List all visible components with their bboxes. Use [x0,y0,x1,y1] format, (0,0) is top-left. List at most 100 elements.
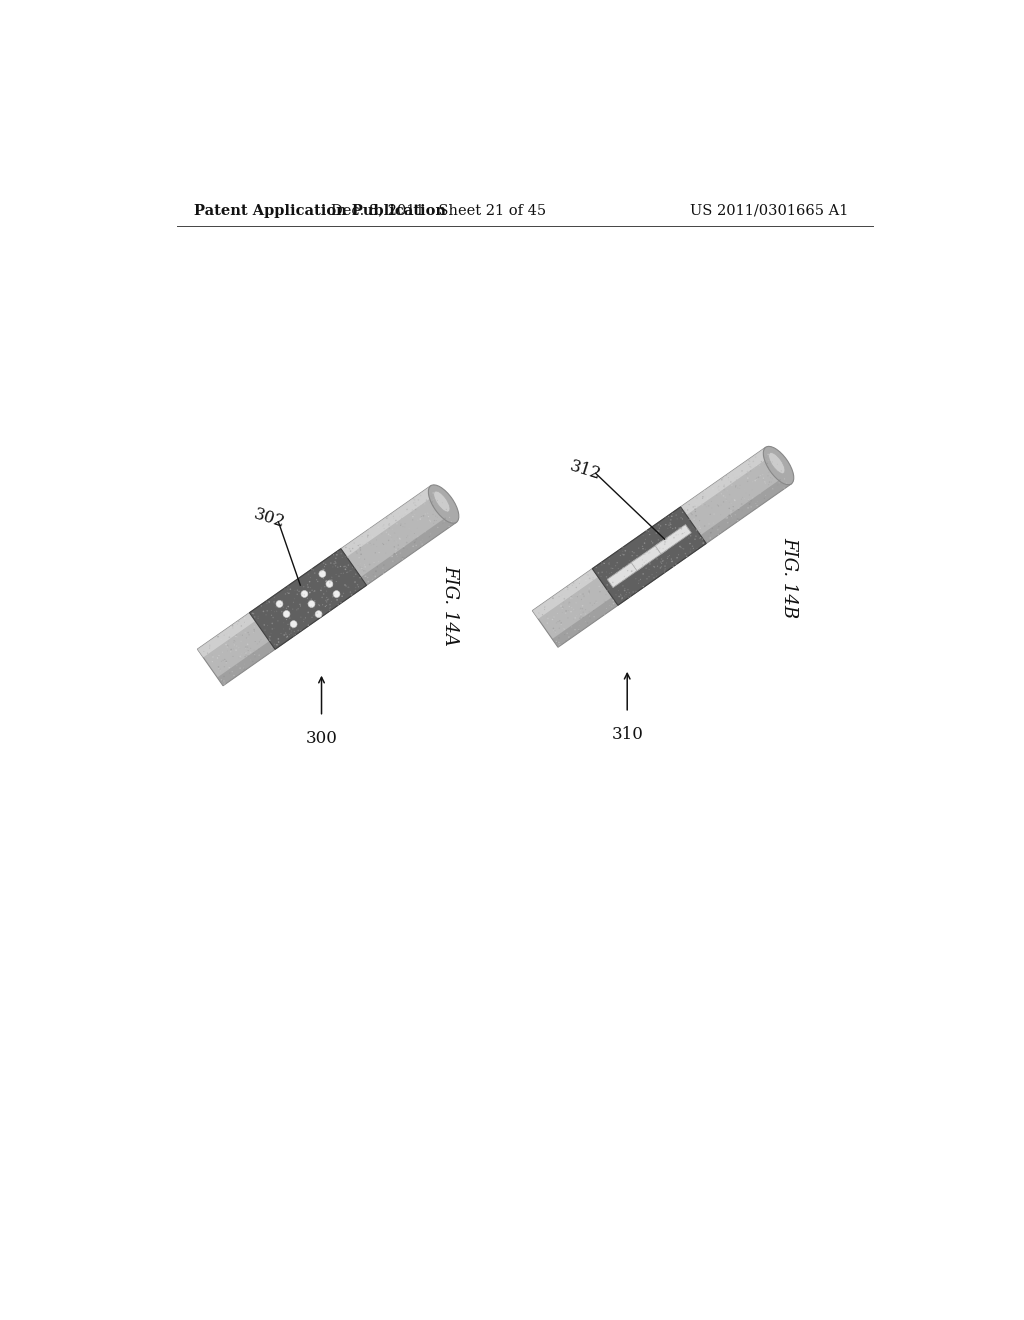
Point [681,494,697,515]
Point [681,528,697,549]
Point [598,566,614,587]
Point [591,576,607,597]
Point [731,498,748,519]
Point [654,550,671,572]
Point [279,582,295,603]
Point [328,553,344,574]
Point [392,528,409,549]
Point [594,562,610,583]
Point [304,607,321,628]
Point [648,541,665,562]
Point [685,500,701,521]
Point [616,586,633,607]
Point [571,607,588,628]
Point [696,494,713,515]
Point [307,591,324,612]
Point [553,614,569,635]
Point [646,568,663,589]
Point [758,484,774,506]
Point [738,463,755,484]
Point [537,597,553,618]
Point [282,605,298,626]
Point [724,488,740,510]
Point [239,627,255,648]
Point [209,647,225,668]
Point [553,612,569,634]
Point [425,488,441,510]
Point [716,475,732,496]
Point [763,471,779,492]
Point [752,483,768,504]
Point [681,510,697,531]
Point [219,640,236,661]
Point [589,594,605,615]
Point [259,615,275,636]
Point [409,529,425,550]
Point [407,492,423,513]
Point [548,590,564,611]
Point [211,659,227,680]
Point [361,533,378,554]
Point [699,487,716,508]
Point [729,510,745,531]
Point [657,507,674,528]
Point [325,586,341,607]
Point [535,605,551,626]
Point [603,557,620,578]
Point [297,607,313,628]
Point [748,446,764,467]
Point [341,539,357,560]
Point [322,601,338,622]
Point [725,500,741,521]
Point [424,491,440,512]
Polygon shape [631,541,668,570]
Point [656,533,673,554]
Point [357,556,374,577]
Point [635,564,651,585]
Ellipse shape [315,611,323,618]
Point [752,465,768,486]
Point [724,507,740,528]
Point [637,529,653,550]
Point [338,545,354,566]
Point [561,627,578,648]
Point [392,515,409,536]
Point [386,531,402,552]
Point [389,513,406,535]
Point [764,477,780,498]
Point [563,597,580,618]
Point [228,635,245,656]
Point [336,556,352,577]
Point [280,597,296,618]
Point [289,599,305,620]
Point [264,618,281,639]
Point [368,561,384,582]
Point [537,597,553,618]
Point [625,541,641,562]
Point [387,550,403,572]
Polygon shape [198,486,436,657]
Point [319,589,336,610]
Point [682,533,698,554]
Point [388,540,404,561]
Point [774,462,791,483]
Point [546,606,562,627]
Point [556,589,572,610]
Point [677,502,693,523]
Point [740,490,757,511]
Point [284,620,300,642]
Point [698,496,715,517]
Point [399,539,416,560]
Point [421,492,437,513]
Point [715,467,731,488]
Point [716,491,732,512]
Point [233,612,250,634]
Point [309,570,326,591]
Point [261,628,278,649]
Point [676,500,692,521]
Point [337,556,353,577]
Point [624,561,640,582]
Point [601,579,617,601]
Point [315,568,332,589]
Point [567,607,584,628]
